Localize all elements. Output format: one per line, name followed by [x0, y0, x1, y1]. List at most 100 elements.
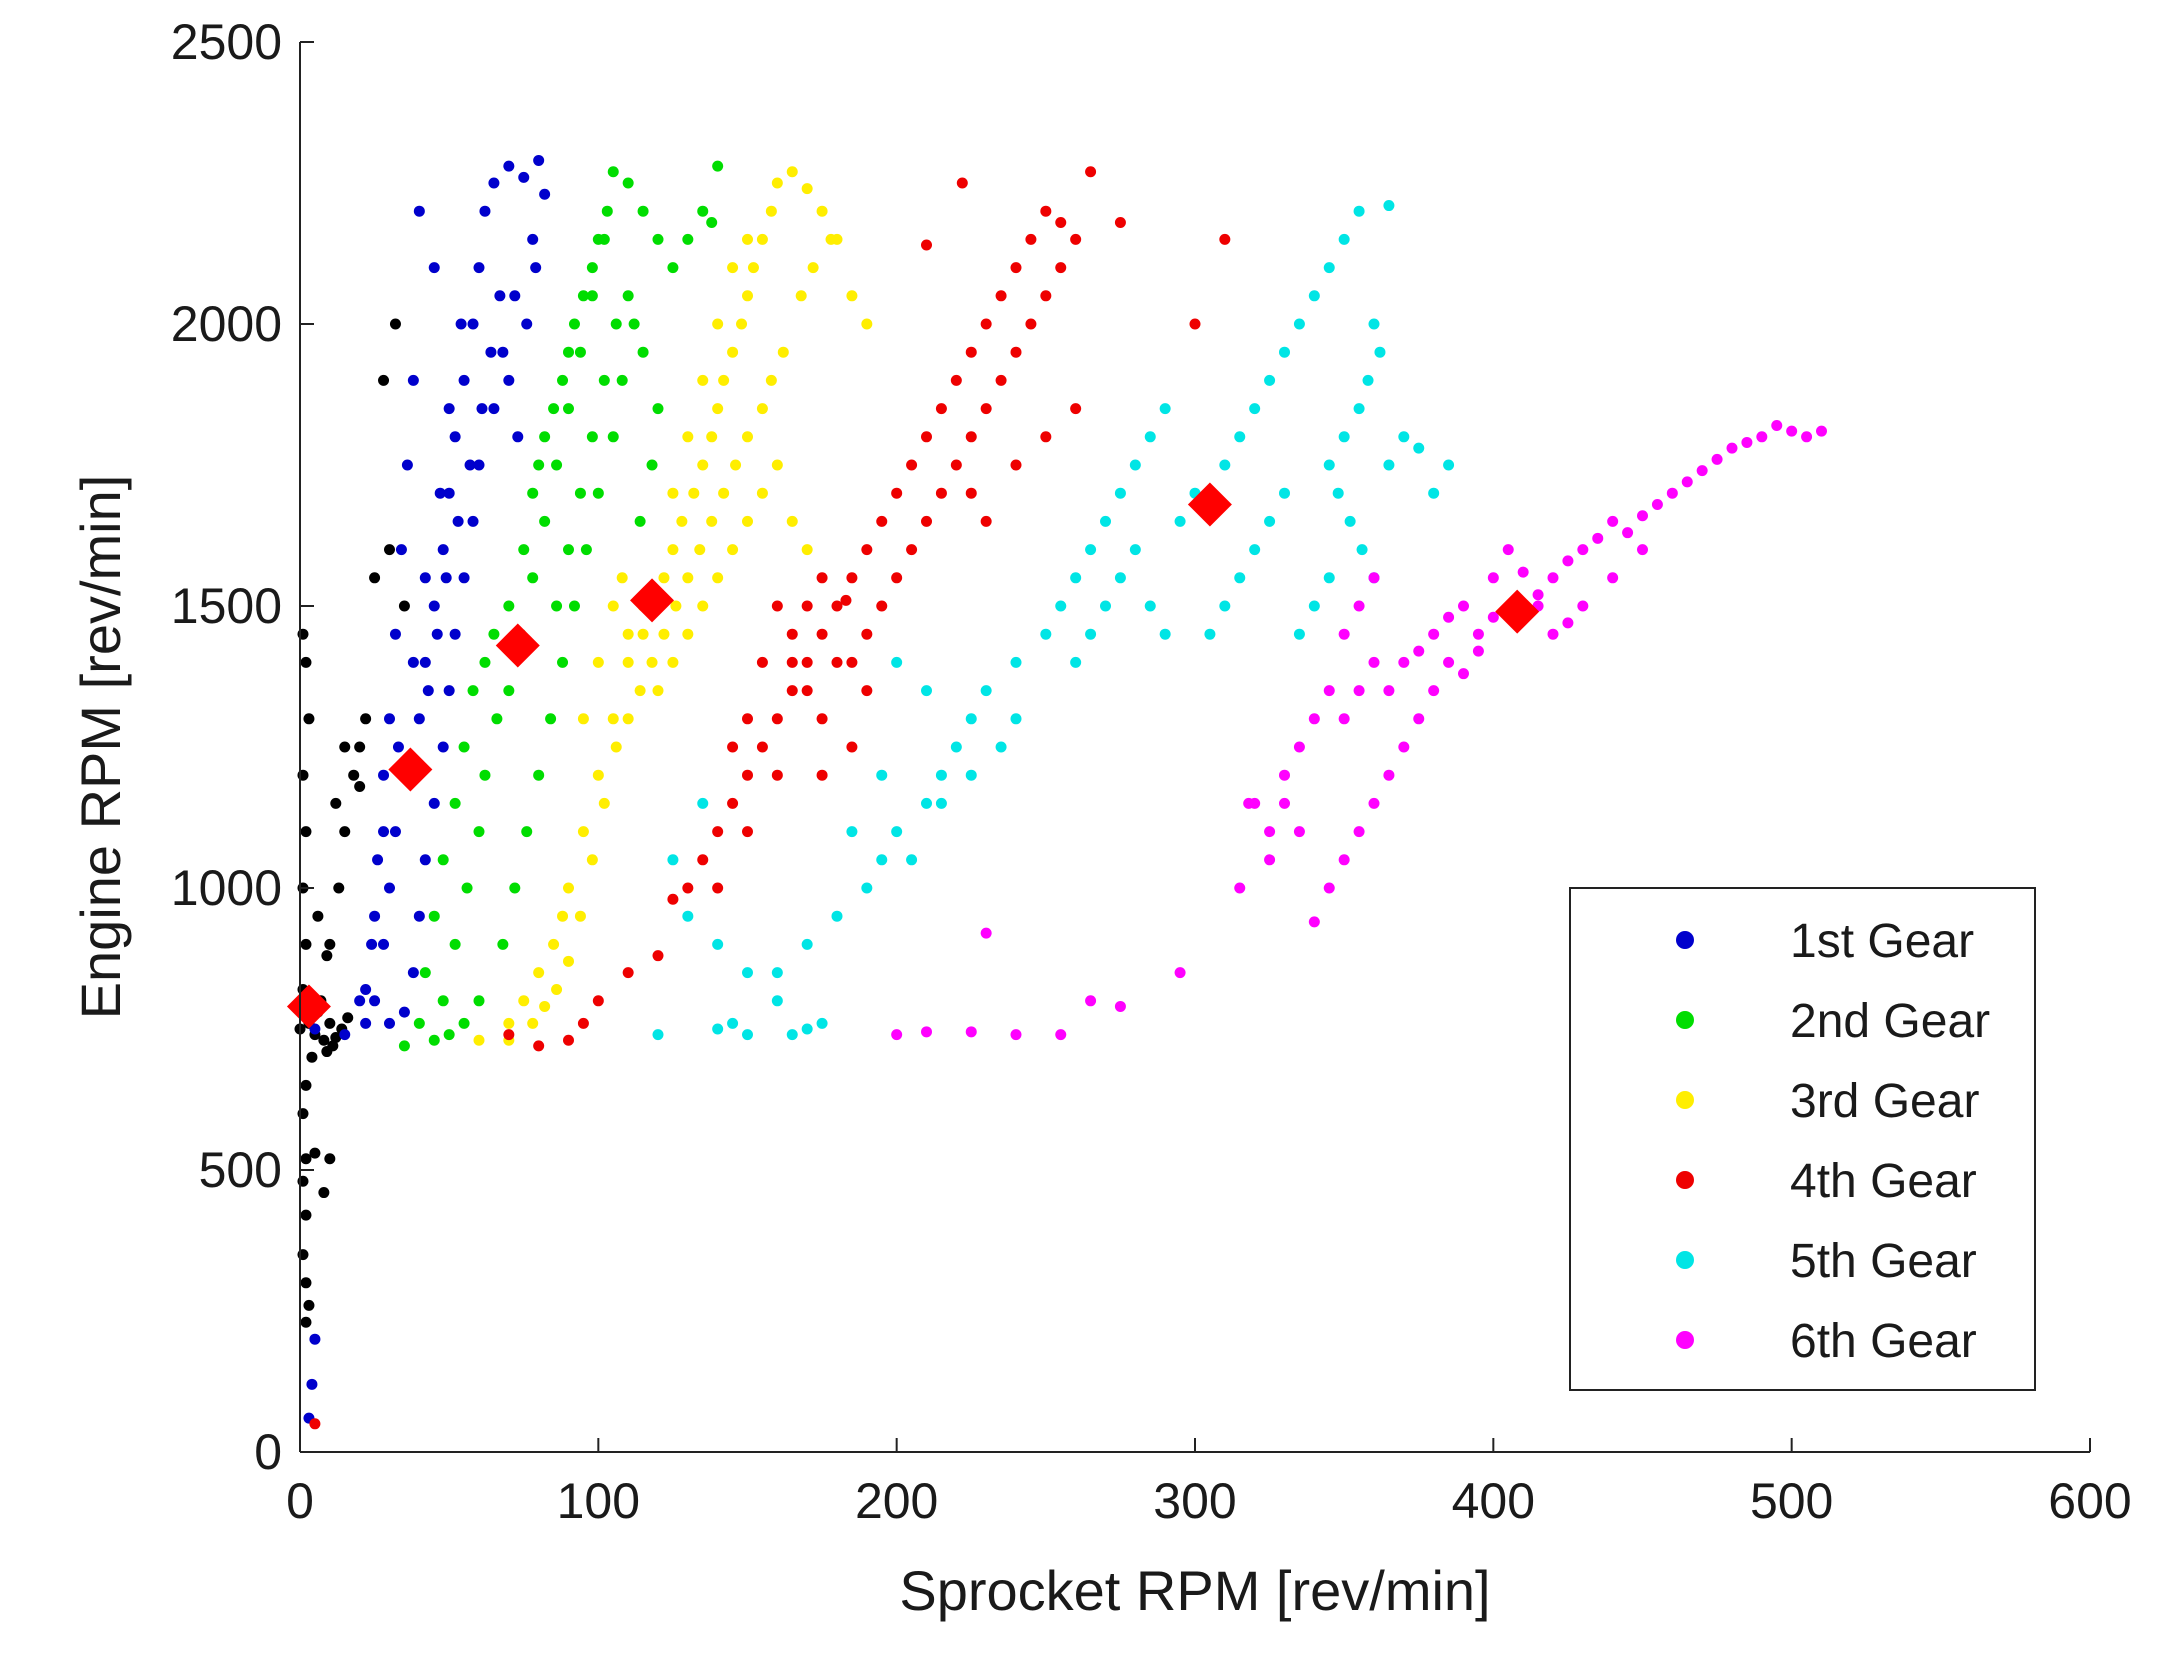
5th-gear-point-37: [1293, 318, 1305, 330]
mean-marker-4: [1187, 482, 1232, 527]
3rd-gear-point-3: [533, 967, 545, 979]
3rd-gear-point-37: [742, 431, 753, 443]
1st-gear-point-36: [413, 910, 425, 922]
2nd-gear-point-68: [598, 374, 610, 386]
4th-gear-point-61: [816, 572, 828, 584]
2nd-gear-point-64: [551, 600, 563, 612]
4th-gear-point-48: [891, 572, 903, 584]
3rd-gear-point-57: [622, 628, 634, 640]
6th-gear-point-55: [1413, 713, 1425, 725]
6th-gear-point-50: [1338, 854, 1350, 866]
4th-gear-point-21: [861, 544, 873, 556]
4th-gear-point-39: [771, 769, 783, 781]
2nd-gear-point-18: [563, 346, 574, 358]
neutral-point-42: [309, 1147, 321, 1159]
4th-gear-point-44: [816, 713, 828, 725]
1st-gear-point-59: [360, 984, 372, 996]
1st-gear-point-45: [419, 572, 431, 584]
mean-marker-3: [630, 578, 675, 623]
1st-gear-point-67: [494, 290, 506, 302]
1st-gear-point-16: [467, 318, 479, 330]
neutral-point-46: [354, 780, 366, 792]
neutral-point-37: [369, 572, 381, 584]
6th-gear-point-14: [1323, 685, 1335, 697]
4th-gear-point-51: [935, 487, 947, 499]
3rd-gear-point-23: [742, 290, 753, 302]
5th-gear-point-19: [1010, 656, 1022, 668]
2nd-gear-point-54: [539, 515, 551, 527]
1st-gear-point-60: [422, 685, 434, 697]
2nd-gear-point-26: [637, 205, 649, 217]
3rd-gear-point-6: [563, 882, 574, 894]
6th-gear-point-60: [1487, 572, 1499, 584]
3rd-gear-point-59: [667, 487, 679, 499]
6th-gear-point-18: [1383, 685, 1395, 697]
6th-gear-point-37: [1666, 487, 1678, 499]
1st-gear-point-51: [407, 374, 419, 386]
4th-gear-point-74: [1040, 431, 1052, 443]
6th-gear-point-64: [1547, 628, 1559, 640]
3rd-gear-point-53: [551, 984, 563, 996]
6th-gear-point-0: [891, 1029, 903, 1041]
3rd-gear-point-19: [712, 403, 724, 415]
6th-gear-point-56: [1428, 685, 1440, 697]
1st-gear-point-43: [392, 741, 404, 753]
3rd-gear-point-35: [765, 374, 777, 386]
4th-gear-point-52: [950, 459, 962, 471]
6th-gear-point-76: [1293, 826, 1305, 838]
3rd-gear-point-21: [727, 346, 739, 358]
4th-gear-point-28: [965, 346, 977, 358]
2nd-gear-point-35: [607, 431, 619, 443]
3rd-gear-point-14: [667, 544, 679, 556]
6th-gear-point-48: [1308, 916, 1320, 928]
1st-gear-point-10: [419, 656, 431, 668]
neutral-point-4: [300, 826, 312, 838]
5th-gear-point-20: [1040, 628, 1052, 640]
1st-gear-point-20: [503, 160, 515, 172]
3rd-gear-point-72: [756, 487, 768, 499]
4th-gear-point-17: [816, 628, 828, 640]
5th-gear-point-16: [950, 741, 962, 753]
6th-gear-point-52: [1368, 797, 1380, 809]
5th-gear-point-79: [1443, 459, 1455, 471]
2nd-gear-point-19: [568, 318, 580, 330]
5th-gear-point-44: [1374, 346, 1386, 358]
3rd-gear-point-63: [727, 262, 739, 274]
2nd-gear-point-1: [413, 1017, 425, 1029]
neutral-point-43: [324, 1153, 336, 1165]
6th-gear-point-69: [1368, 572, 1380, 584]
1st-gear-point-30: [458, 572, 470, 584]
4th-gear-point-58: [1040, 290, 1052, 302]
3rd-gear-point-30: [816, 205, 828, 217]
3rd-gear-point-73: [771, 459, 783, 471]
3rd-gear-point-15: [676, 515, 688, 527]
1st-gear-point-5: [384, 882, 395, 894]
2nd-gear-point-71: [637, 346, 649, 358]
6th-gear-point-6: [1085, 995, 1097, 1007]
2nd-gear-point-43: [509, 882, 521, 894]
1st-gear-point-58: [366, 938, 378, 950]
1st-gear-point-71: [530, 262, 542, 274]
4th-gear-point-72: [980, 515, 992, 527]
5th-gear-point-60: [1219, 600, 1231, 612]
1st-gear-point-0: [309, 1023, 321, 1035]
2nd-gear-point-47: [443, 1029, 455, 1041]
5th-gear-point-71: [965, 769, 977, 781]
3rd-gear-point-33: [795, 290, 807, 302]
4th-gear-point-35: [1070, 233, 1082, 245]
4th-gear-point-30: [995, 290, 1007, 302]
1st-gear-point-23: [539, 188, 551, 200]
legend-marker-5th-gear: [1676, 1251, 1694, 1269]
data-points: [294, 154, 1827, 1430]
neutral-point-34: [330, 797, 342, 809]
5th-gear-point-73: [906, 854, 918, 866]
neutral-point-21: [324, 1017, 336, 1029]
2nd-gear-point-15: [539, 431, 551, 443]
5th-gear-point-43: [1368, 318, 1380, 330]
4th-gear-point-77: [1189, 318, 1201, 330]
2nd-gear-point-5: [449, 797, 461, 809]
5th-gear-point-23: [1085, 544, 1097, 556]
4th-gear-point-9: [697, 854, 709, 866]
2nd-gear-point-74: [634, 515, 646, 527]
